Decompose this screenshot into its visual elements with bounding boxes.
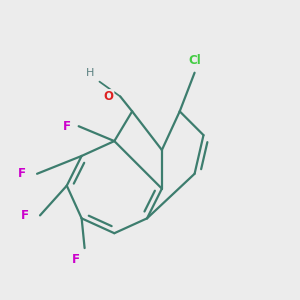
Text: Cl: Cl (188, 54, 201, 67)
Text: F: F (63, 120, 71, 133)
Text: O: O (103, 90, 113, 103)
Text: F: F (18, 167, 26, 180)
Text: H: H (86, 68, 95, 78)
Text: F: F (21, 209, 29, 222)
Text: F: F (72, 254, 80, 266)
